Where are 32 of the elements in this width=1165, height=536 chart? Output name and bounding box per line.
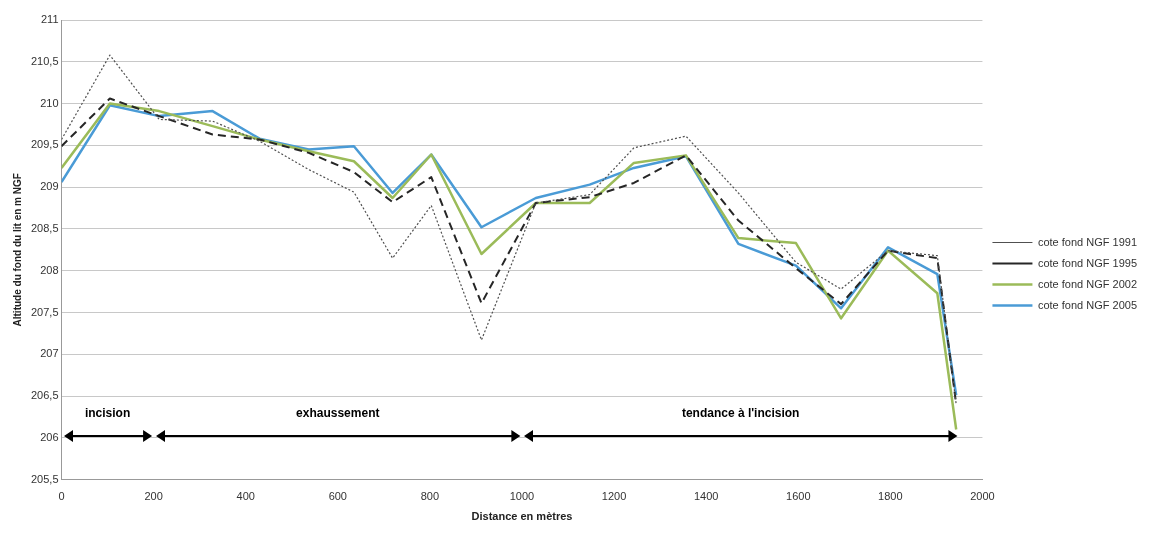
y-tick-label: 210,5 <box>31 54 59 67</box>
y-axis-title: Altitude du fond du lit en m NGF <box>11 173 23 327</box>
y-tick-label: 207 <box>40 347 59 360</box>
y-tick-label: 210 <box>40 96 59 109</box>
y-tick-label: 208 <box>40 263 59 276</box>
legend-label: cote fond NGF 2005 <box>1037 298 1137 311</box>
x-tick-label: 0 <box>58 490 65 503</box>
x-tick-label: 600 <box>328 490 347 503</box>
x-tick-label: 2000 <box>970 490 995 503</box>
y-tick-label: 205,5 <box>31 472 59 485</box>
x-tick-label: 1000 <box>509 490 535 503</box>
y-tick-label: 207,5 <box>31 305 59 318</box>
y-tick-label: 206,5 <box>31 389 59 402</box>
y-tick-label: 209,5 <box>31 138 59 151</box>
x-axis-title: Distance en mètres <box>471 510 573 523</box>
x-tick-label: 1200 <box>601 490 627 503</box>
legend-label: cote fond NGF 2002 <box>1037 277 1137 290</box>
y-tick-label: 208,5 <box>31 221 59 234</box>
y-tick-label: 206 <box>40 430 59 443</box>
x-tick-label: 1400 <box>693 490 719 503</box>
legend-label: cote fond NGF 1991 <box>1037 235 1137 248</box>
x-tick-label: 1800 <box>878 490 903 503</box>
legend-label: cote fond NGF 1995 <box>1037 256 1137 269</box>
annotation: incision <box>83 405 132 420</box>
x-tick-label: 400 <box>236 490 255 503</box>
annotation: exhaussement <box>295 405 381 420</box>
x-tick-label: 800 <box>420 490 440 503</box>
y-tick-label: 211 <box>40 13 59 26</box>
y-tick-label: 209 <box>40 180 59 193</box>
annotation: tendance à l'incision <box>680 405 801 420</box>
x-tick-label: 200 <box>144 490 163 503</box>
x-tick-label: 1600 <box>786 490 811 503</box>
